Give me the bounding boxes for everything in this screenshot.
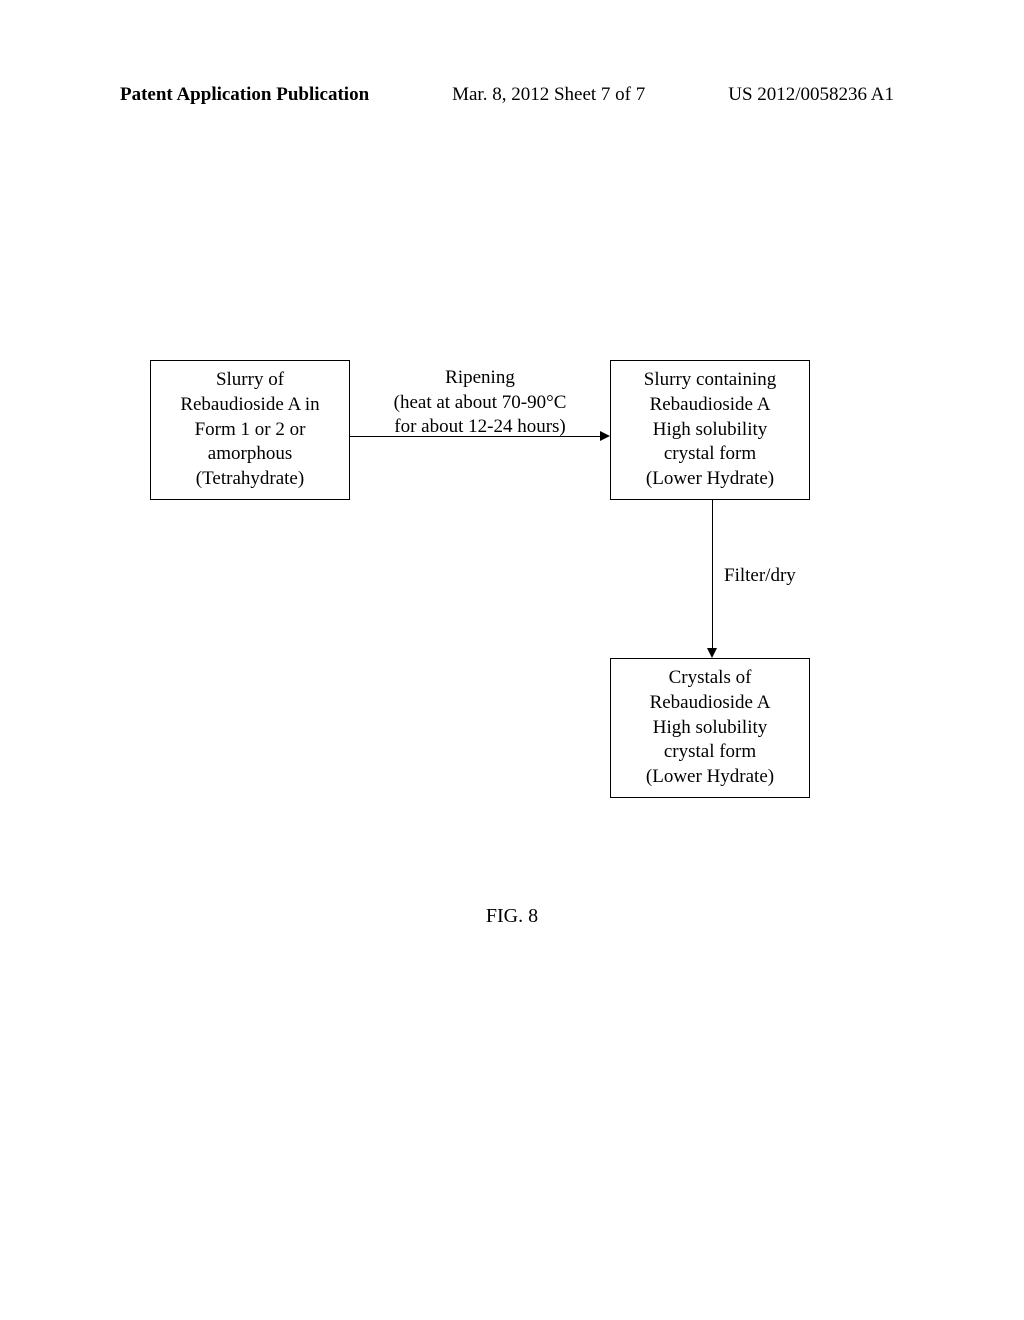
edge-label-line: (heat at about 70-90°C [355, 391, 605, 416]
flowchart-node-input: Slurry of Rebaudioside A in Form 1 or 2 … [150, 360, 350, 500]
arrow-line-icon [712, 500, 713, 654]
arrow-line-icon [350, 436, 606, 437]
edge-label-filter: Filter/dry [724, 565, 796, 587]
node-line: Slurry of [157, 368, 343, 393]
figure-label: FIG. 8 [0, 905, 1024, 928]
node-line: crystal form [617, 442, 803, 467]
node-line: Rebaudioside A [617, 393, 803, 418]
node-line: crystal form [617, 740, 803, 765]
arrow-head-icon [707, 648, 717, 658]
edge-label-ripening: Ripening (heat at about 70-90°C for abou… [355, 366, 605, 440]
edge-label-line: Ripening [355, 366, 605, 391]
node-line: Rebaudioside A [617, 691, 803, 716]
node-line: Crystals of [617, 666, 803, 691]
header-right: US 2012/0058236 A1 [728, 84, 894, 106]
node-line: Slurry containing [617, 368, 803, 393]
node-line: (Lower Hydrate) [617, 765, 803, 790]
node-line: Form 1 or 2 or [157, 418, 343, 443]
node-line: High solubility [617, 418, 803, 443]
node-line: (Tetrahydrate) [157, 467, 343, 492]
flowchart-node-slurry-output: Slurry containing Rebaudioside A High so… [610, 360, 810, 500]
header-center: Mar. 8, 2012 Sheet 7 of 7 [452, 84, 645, 106]
node-line: (Lower Hydrate) [617, 467, 803, 492]
node-line: amorphous [157, 442, 343, 467]
node-line: Rebaudioside A in [157, 393, 343, 418]
arrow-head-icon [600, 431, 610, 441]
header-left: Patent Application Publication [120, 84, 369, 106]
flowchart-node-crystals-output: Crystals of Rebaudioside A High solubili… [610, 658, 810, 798]
node-line: High solubility [617, 716, 803, 741]
page-header: Patent Application Publication Mar. 8, 2… [120, 84, 894, 106]
